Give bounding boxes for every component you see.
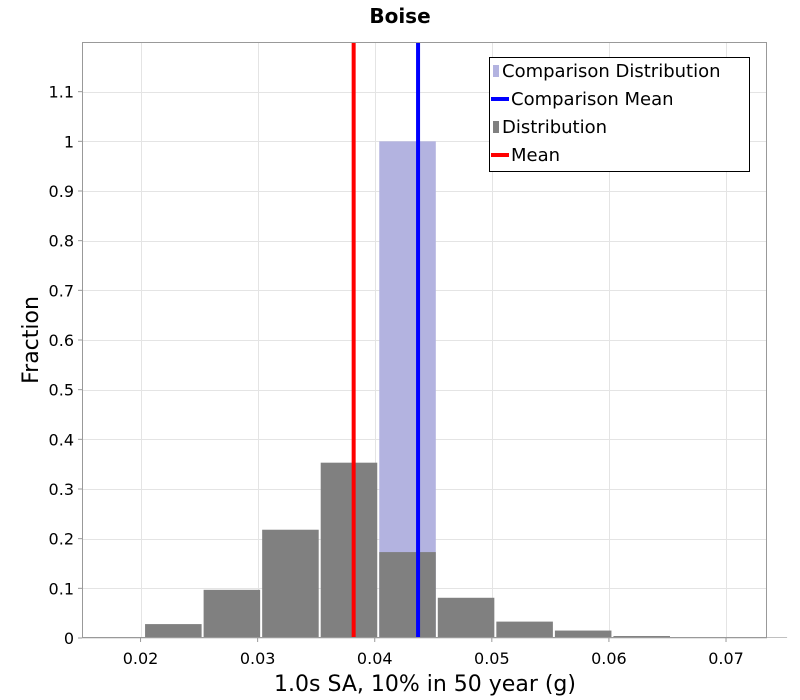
chart-title: Boise	[369, 4, 430, 28]
y-tick-label: 1.1	[49, 83, 74, 102]
y-tick-label: 0.4	[49, 430, 74, 449]
distribution-bars	[86, 462, 788, 638]
mean-lines	[351, 42, 421, 638]
legend-swatch-comparison-distribution	[493, 65, 499, 77]
legend-label-comparison-mean: Comparison Mean	[511, 89, 674, 110]
legend-swatch-distribution	[493, 121, 499, 133]
legend-label-distribution: Distribution	[502, 117, 607, 138]
y-tick-label: 0.5	[49, 381, 74, 400]
distribution-bar	[496, 621, 553, 638]
y-tick-label: 0.3	[49, 480, 74, 499]
distribution-bar	[320, 462, 378, 638]
y-axis-ticks: 0 0.1 0.2 0.3 0.4 0.5 0.6 0.7 0.8 0.9 1 1.1	[49, 83, 82, 648]
distribution-bar	[203, 589, 261, 638]
x-tick-label: 0.03	[240, 649, 276, 668]
x-tick-label: 0.07	[708, 649, 744, 668]
y-tick-label: 0.6	[49, 331, 74, 350]
x-tick-label: 0.06	[591, 649, 627, 668]
distribution-bar	[379, 552, 436, 638]
plot-frame	[82, 42, 767, 638]
distribution-bar	[554, 630, 612, 638]
legend-box	[489, 57, 750, 172]
x-tick-label: 0.05	[474, 649, 510, 668]
legend-label-comparison-distribution: Comparison Distribution	[502, 61, 721, 82]
y-tick-label: 0	[64, 629, 74, 648]
y-tick-label: 0.9	[49, 182, 74, 201]
y-tick-label: 1	[64, 132, 74, 151]
x-tick-label: 0.02	[123, 649, 159, 668]
x-tick-label: 0.04	[357, 649, 393, 668]
x-axis-ticks: 0.02 0.03 0.04 0.05 0.06 0.07	[123, 638, 744, 668]
y-tick-label: 0.8	[49, 232, 74, 251]
legend-label-mean: Mean	[511, 145, 560, 166]
x-axis-label: 1.0s SA, 10% in 50 year (g)	[274, 672, 576, 697]
y-axis-label: Fraction	[19, 296, 44, 384]
y-tick-label: 0.1	[49, 579, 74, 598]
y-tick-label: 0.7	[49, 281, 74, 300]
distribution-bar	[437, 597, 495, 638]
distribution-bar	[145, 624, 202, 638]
legend: Comparison Distribution Comparison Mean Di…	[489, 57, 750, 172]
distribution-bar	[262, 529, 319, 638]
y-tick-label: 0.2	[49, 530, 74, 549]
